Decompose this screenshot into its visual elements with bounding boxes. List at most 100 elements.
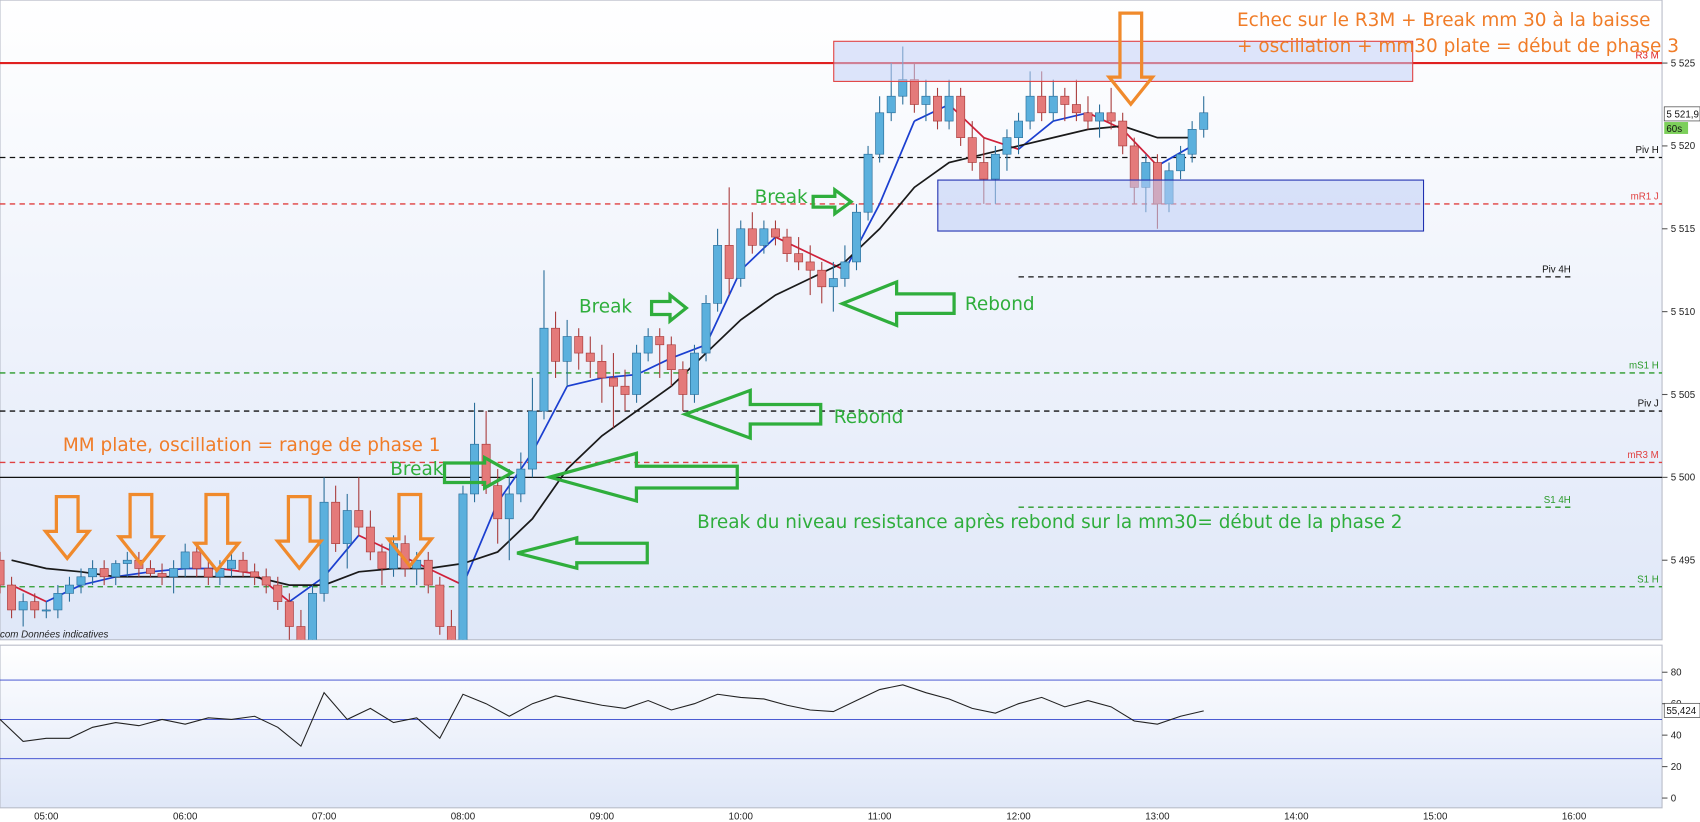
candle-body (771, 228, 780, 238)
candle-body (365, 526, 375, 553)
candle-body (111, 563, 121, 578)
ma-segment (288, 576, 325, 603)
ma-segment (358, 534, 394, 553)
candle-body (238, 559, 248, 573)
y-tick-label: 5 500 (1671, 473, 1696, 484)
rsi-panel (0, 644, 1663, 809)
level-label: Piv 4H (1542, 265, 1571, 276)
annotation: Break du niveau resistance après rebond … (697, 512, 1402, 533)
candle-body (458, 493, 468, 640)
ma-segment (566, 377, 603, 388)
axes: 5 495 5 500 5 505 5 510 5 515 5 520 5 525 5 521… (34, 58, 1700, 822)
annotation: Rebond (965, 294, 1035, 315)
ma-segment (80, 575, 116, 586)
x-tick-label: 09:00 (590, 812, 615, 822)
ma-segment (219, 567, 255, 575)
candle-body (967, 137, 977, 163)
candle-body (527, 410, 537, 470)
candle-body (585, 352, 595, 362)
x-tick-label: 05:00 (34, 812, 59, 822)
x-tick-label: 06:00 (173, 812, 198, 822)
candle-body (863, 153, 873, 213)
ma-segment (11, 584, 47, 603)
candle-body (805, 261, 815, 271)
ma-segment (150, 567, 186, 573)
candle-body (562, 336, 572, 362)
candle-body (1083, 112, 1093, 122)
ma-segment (878, 120, 916, 205)
candle-body (192, 551, 202, 569)
candle-body (342, 510, 352, 544)
annotation: Break (579, 296, 632, 317)
candle-body (423, 559, 433, 586)
candle-body (319, 501, 329, 594)
candle-body (1002, 137, 1012, 155)
candle-body (678, 369, 688, 395)
candle-body (1106, 112, 1116, 122)
candle-body (574, 336, 584, 354)
x-tick-label: 07:00 (312, 812, 337, 822)
annotation: Break (755, 187, 808, 208)
candle-body (817, 269, 827, 288)
candle-body (944, 95, 954, 122)
down-arrow (384, 492, 435, 569)
candle-body (736, 228, 746, 279)
y-tick-label: 80 (1671, 667, 1682, 678)
candle-body (990, 153, 1000, 180)
down-arrow (1105, 11, 1156, 107)
candle-body (261, 576, 271, 586)
y-tick-label: 5 515 (1671, 224, 1696, 235)
candle-body (53, 593, 63, 611)
candle-body (1037, 95, 1047, 114)
candle-body (875, 112, 885, 155)
candle-body (828, 278, 838, 288)
x-tick-label: 14:00 (1284, 812, 1309, 822)
x-tick-label: 15:00 (1423, 812, 1448, 822)
annotation: Echec sur le R3M + Break mm 30 à la bais… (1237, 10, 1650, 31)
candle-body (1118, 120, 1128, 147)
candle-body (1071, 104, 1081, 114)
y-tick-label: 20 (1671, 762, 1682, 773)
candle-body (551, 327, 561, 362)
candle-body (840, 261, 850, 279)
level-label: Piv J (1638, 399, 1659, 410)
candle-body (64, 584, 74, 594)
candle-body (0, 559, 5, 586)
level-label: mS1 H (1629, 361, 1659, 372)
candle-body (632, 352, 642, 395)
candle-body (18, 601, 28, 611)
candle-body (713, 245, 723, 304)
candle-body (909, 79, 919, 105)
candle-body (539, 327, 549, 412)
candle-body (1048, 95, 1058, 114)
candle-body (782, 236, 792, 254)
annotation: Break (390, 459, 443, 480)
price-label: 5 521,9 (1666, 110, 1699, 121)
ma-segment (775, 236, 811, 255)
down-arrow (274, 495, 325, 571)
price-plot: R3 M Piv H mR1 J Piv 4H mS1 H Piv J mR3 M S1 4H… (0, 46, 1663, 640)
ma-segment (705, 269, 742, 346)
down-arrow (191, 492, 242, 573)
rsi-line (0, 684, 1204, 748)
price-panel (0, 0, 1663, 641)
annotation: Rebond (834, 407, 904, 428)
y-tick-label: 40 (1671, 730, 1682, 741)
x-tick-label: 13:00 (1145, 812, 1170, 822)
candle-body (470, 443, 479, 495)
left-arrow (543, 451, 739, 504)
level-label: Piv H (1636, 145, 1659, 156)
candle-body (597, 361, 607, 379)
candle-body (377, 551, 387, 569)
ma-segment (531, 385, 568, 453)
candle-body (608, 377, 618, 387)
ma-segment (636, 357, 672, 376)
annotation-shapes (42, 11, 1425, 573)
candle-body (1095, 112, 1104, 122)
value-box (1663, 702, 1700, 718)
candle-body (169, 568, 179, 578)
candle-body (1199, 112, 1209, 130)
candle-body (99, 568, 109, 578)
level-label: S1 H (1637, 574, 1659, 585)
candle-body (296, 626, 306, 640)
